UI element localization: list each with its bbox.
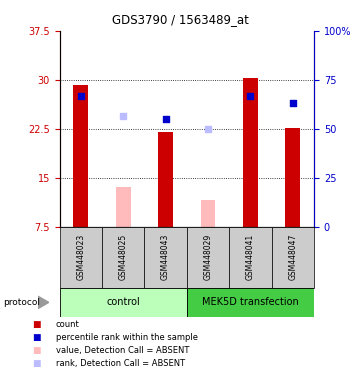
Bar <box>102 227 144 288</box>
Bar <box>187 288 314 317</box>
Bar <box>144 227 187 288</box>
Point <box>248 93 253 99</box>
Text: rank, Detection Call = ABSENT: rank, Detection Call = ABSENT <box>56 359 185 368</box>
Point <box>205 126 211 132</box>
Text: GSM448041: GSM448041 <box>246 234 255 280</box>
Bar <box>243 78 258 227</box>
Point <box>120 113 126 119</box>
Text: GSM448029: GSM448029 <box>204 234 213 280</box>
Text: control: control <box>106 297 140 308</box>
Text: GSM448025: GSM448025 <box>119 234 128 280</box>
Text: ■: ■ <box>32 346 41 355</box>
Text: GSM448047: GSM448047 <box>288 234 297 280</box>
Point <box>163 116 169 122</box>
Bar <box>60 227 102 288</box>
Bar <box>116 187 131 227</box>
Text: count: count <box>56 320 80 329</box>
Text: value, Detection Call = ABSENT: value, Detection Call = ABSENT <box>56 346 189 355</box>
Polygon shape <box>38 296 49 309</box>
Bar <box>272 227 314 288</box>
Text: ■: ■ <box>32 359 41 368</box>
Bar <box>158 132 173 227</box>
Text: protocol: protocol <box>4 298 40 307</box>
Text: ■: ■ <box>32 320 41 329</box>
Point <box>290 99 296 106</box>
Bar <box>201 200 216 227</box>
Text: percentile rank within the sample: percentile rank within the sample <box>56 333 198 342</box>
Point <box>78 93 84 99</box>
Bar <box>187 227 229 288</box>
Text: GSM448023: GSM448023 <box>76 234 85 280</box>
Bar <box>60 288 187 317</box>
Bar <box>229 227 271 288</box>
Text: MEK5D transfection: MEK5D transfection <box>202 297 299 308</box>
Text: GSM448043: GSM448043 <box>161 234 170 280</box>
Bar <box>73 85 88 227</box>
Bar <box>286 128 300 227</box>
Text: ■: ■ <box>32 333 41 342</box>
Text: GDS3790 / 1563489_at: GDS3790 / 1563489_at <box>112 13 249 26</box>
